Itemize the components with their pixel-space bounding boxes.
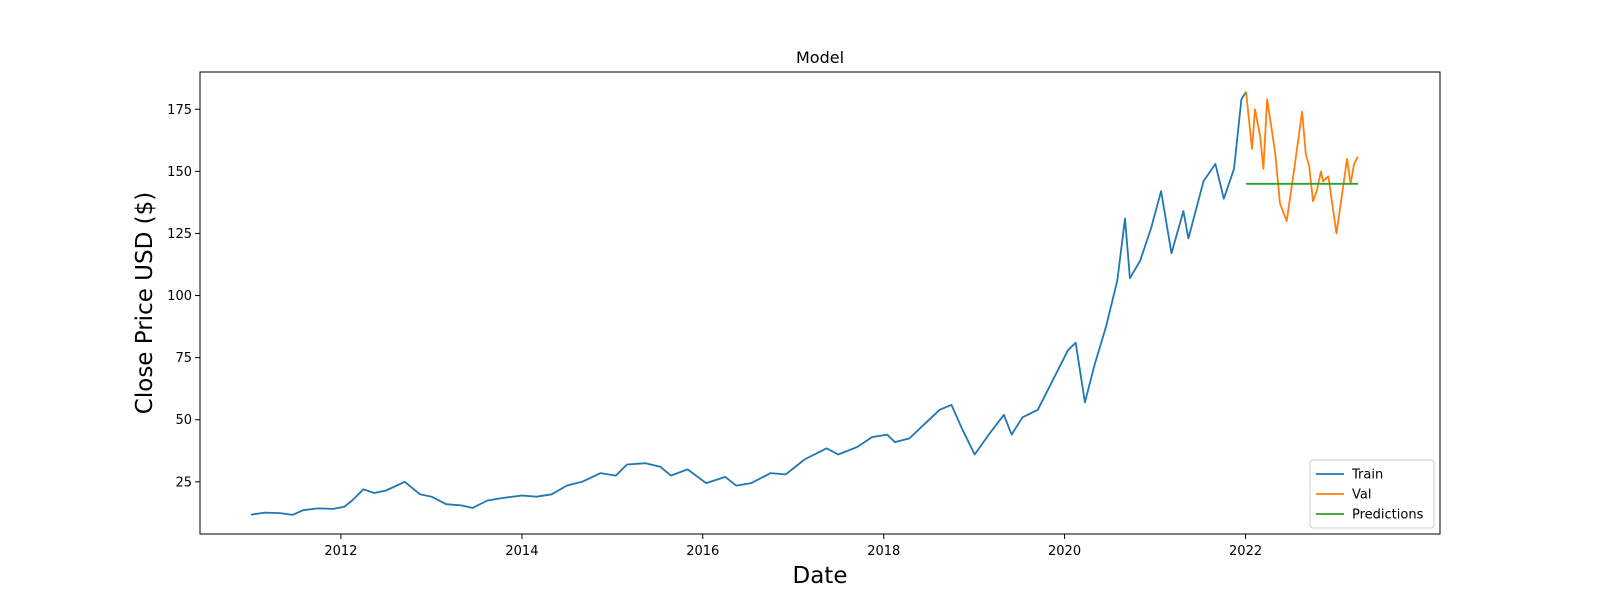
legend-label: Val: [1352, 488, 1371, 503]
x-tick-label: 2018: [867, 544, 900, 559]
x-axis-label: Date: [793, 563, 848, 589]
legend-label: Predictions: [1352, 508, 1424, 523]
series-line-val: [1245, 91, 1359, 235]
chart-title: Model: [796, 48, 844, 67]
series-line-train: [250, 91, 1247, 516]
y-tick-label: 50: [175, 413, 192, 428]
x-tick-label: 2022: [1229, 544, 1262, 559]
x-tick-label: 2012: [324, 544, 357, 559]
y-tick-label: 75: [175, 351, 192, 366]
y-tick-label: 150: [167, 165, 192, 180]
y-tick-label: 25: [175, 475, 192, 490]
y-tick-label: 175: [167, 103, 192, 118]
legend-label: Train: [1351, 468, 1383, 483]
x-tick-label: 2016: [686, 544, 719, 559]
legend-box: [1309, 459, 1435, 529]
x-tick-label: 2020: [1048, 544, 1081, 559]
x-axis-ticks: 2012 2014 2016 2018 2020 2022: [324, 534, 1262, 559]
y-axis-ticks: 25 50 75 100 125 150 175: [167, 103, 200, 490]
y-axis-label: Close Price USD ($): [132, 192, 158, 414]
y-tick-label: 100: [167, 289, 192, 304]
series-layer: [250, 91, 1359, 516]
legend: Train Val Predictions: [1309, 459, 1435, 529]
plot-area: [200, 72, 1440, 534]
y-tick-label: 125: [167, 227, 192, 242]
plot-frame: [199, 71, 1441, 535]
x-tick-label: 2014: [505, 544, 538, 559]
